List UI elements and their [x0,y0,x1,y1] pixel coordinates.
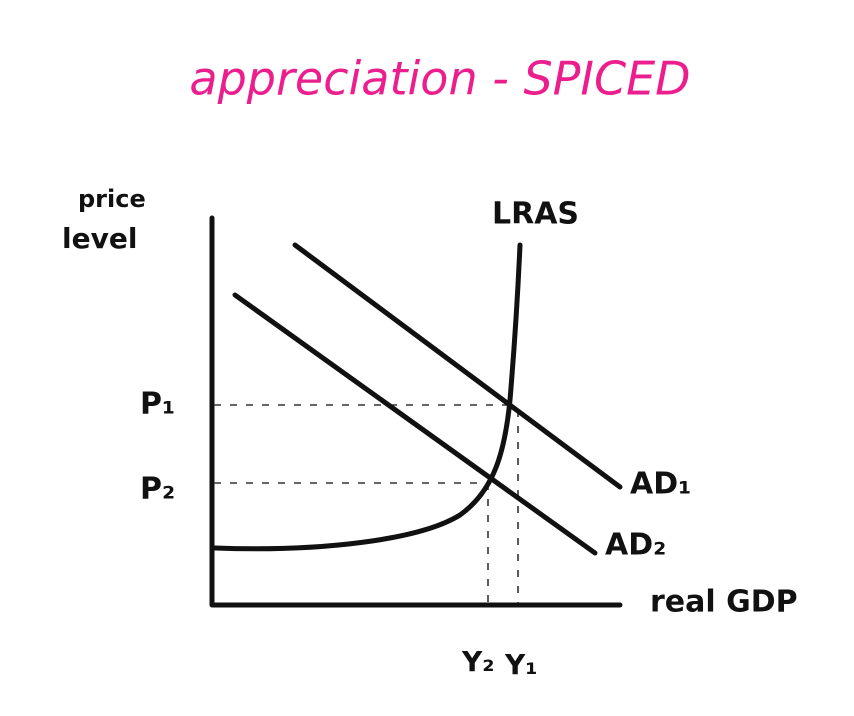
lras-label: LRAS [492,197,579,232]
y2-label: Y₂ [461,645,495,678]
y1-label: Y₁ [504,648,538,681]
p2-label: P₂ [140,472,175,507]
axes [209,215,623,608]
ad1-label: AD₁ [630,467,691,502]
ad1-curve [292,242,623,490]
p1-label: P₁ [140,387,175,422]
lras-curve [212,242,523,552]
x-axis-label: real GDP [650,585,798,620]
title: appreciation - SPICED [189,52,690,106]
ad2-curve [232,292,598,556]
y-axis-label: level [62,222,137,255]
ad2-label: AD₂ [605,528,666,563]
y-axis-label: price [78,185,146,213]
